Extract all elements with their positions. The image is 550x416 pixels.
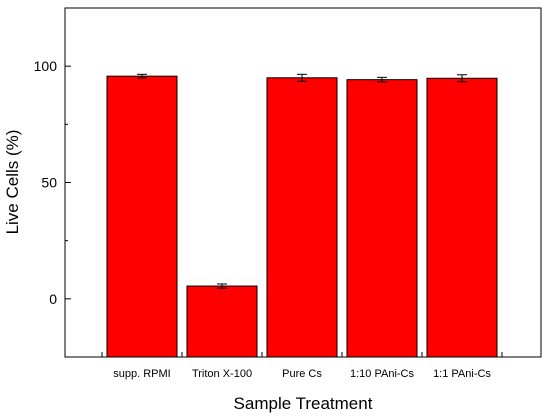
y-tick-label: 100	[34, 58, 58, 74]
category-label: 1:1 PAni-Cs	[433, 368, 491, 380]
y-tick-label: 50	[41, 175, 57, 191]
category-label: supp. RPMI	[113, 368, 170, 380]
y-axis-ticks: 0 50 100	[34, 7, 71, 358]
category-labels: supp. RPMI Triton X-100 Pure Cs 1:10 PAni-C…	[113, 368, 491, 380]
category-label: 1:10 PAni-Cs	[350, 368, 414, 380]
bar	[266, 77, 338, 358]
x-axis-title: Sample Treatment	[234, 394, 373, 413]
x-axis-ticks	[101, 352, 503, 357]
bars-group	[106, 75, 498, 358]
bar	[426, 77, 498, 358]
y-tick-label: 0	[49, 291, 57, 307]
category-label: Triton X-100	[192, 368, 252, 380]
error-bars-group	[137, 73, 467, 289]
bar	[186, 285, 258, 358]
bar	[346, 79, 418, 358]
category-label: Pure Cs	[282, 368, 322, 380]
y-axis-title: Live Cells (%)	[3, 130, 22, 235]
bar	[106, 75, 178, 358]
